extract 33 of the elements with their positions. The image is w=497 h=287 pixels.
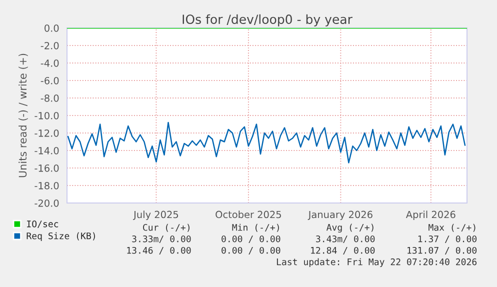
y-tick-label: -6.0 — [40, 76, 59, 84]
text: 131.07 / 0.00 — [408, 246, 477, 254]
text: Min (-/+) — [232, 224, 279, 232]
line-series — [67, 122, 466, 164]
text: Avg (-/+) — [326, 224, 374, 233]
x-tick-label: July 2025 — [133, 210, 178, 220]
text: Max (-/+) — [428, 224, 476, 232]
text: 13.46 / 0.00 — [127, 246, 191, 254]
text: 0.00 / 0.00 — [222, 246, 280, 254]
y-tick-label: -18.0 — [34, 182, 59, 190]
chart-title: IOs for /dev/loop0 - by year — [182, 14, 352, 26]
text: Cur (-/+) — [143, 224, 190, 232]
legend-label: IO/sec — [27, 220, 58, 228]
y-tick-label: -2.0 — [40, 42, 59, 50]
text: Last update: Fri May 22 07:20:40 2026 — [276, 258, 477, 267]
y-tick-label: -16.0 — [34, 164, 59, 172]
text: 12.84 / 0.00 — [311, 246, 375, 254]
y-tick-label: -20.0 — [34, 199, 59, 207]
y-tick-label: 0.0 — [44, 24, 59, 32]
y-axis-title: Units read (-) / write (+) — [18, 54, 28, 178]
y-tick-label: -14.0 — [34, 146, 59, 154]
text: 1.37 / 0.00 — [418, 235, 477, 243]
y-tick-label: -12.0 — [34, 129, 59, 137]
x-tick-label: April 2026 — [406, 210, 456, 220]
text: 3.33m/ 0.00 — [132, 235, 191, 243]
legend-label: Req Size (KB) — [26, 232, 95, 242]
y-tick-label: -10.0 — [34, 112, 59, 120]
x-tick-label: October 2025 — [216, 210, 281, 218]
x-tick-label: January 2026 — [308, 210, 372, 220]
y-tick-label: -4.0 — [40, 59, 59, 67]
text: 0.00 / 0.00 — [222, 235, 280, 243]
y-tick-label: -8.0 — [40, 94, 59, 102]
text: 3.43m/ 0.00 — [316, 235, 375, 243]
